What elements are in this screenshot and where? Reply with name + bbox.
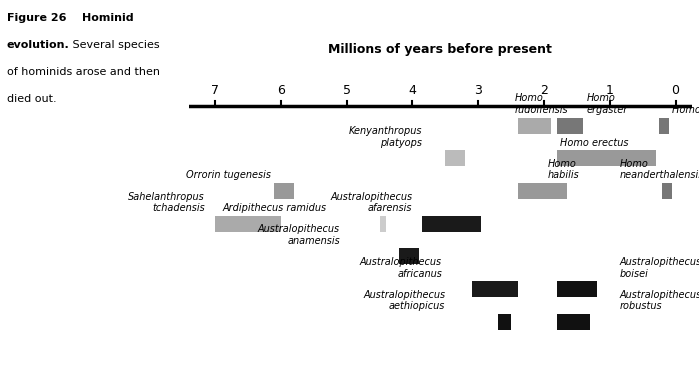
Text: 7: 7	[211, 84, 219, 97]
Bar	[557, 118, 584, 134]
Bar	[663, 183, 672, 199]
Text: Australopithecus
anamensis: Australopithecus anamensis	[258, 224, 340, 246]
Text: Homo
habilis: Homo habilis	[547, 159, 579, 180]
Text: evolution.: evolution.	[7, 40, 70, 50]
Bar	[399, 248, 419, 265]
Bar	[518, 183, 567, 199]
Bar	[557, 314, 590, 330]
Bar	[422, 216, 482, 232]
Text: 3: 3	[474, 84, 482, 97]
Bar	[557, 281, 597, 297]
Text: 2: 2	[540, 84, 548, 97]
Bar	[215, 216, 281, 232]
Text: 5: 5	[343, 84, 351, 97]
Bar	[498, 314, 511, 330]
Text: Australopithecus
aethiopicus: Australopithecus aethiopicus	[363, 290, 445, 311]
Text: Homo sapiens: Homo sapiens	[672, 105, 699, 115]
Text: Several species: Several species	[69, 40, 159, 50]
Bar	[274, 183, 294, 199]
Text: 0: 0	[672, 84, 679, 97]
Bar	[380, 216, 386, 232]
Text: Australopithecus
africanus: Australopithecus africanus	[360, 257, 442, 278]
Text: Homo
ergaster: Homo ergaster	[586, 93, 628, 115]
Text: Figure 26    Hominid: Figure 26 Hominid	[7, 13, 134, 23]
Text: Australopithecus
robustus: Australopithecus robustus	[619, 290, 699, 311]
Text: Kenyanthropus
platyops: Kenyanthropus platyops	[349, 126, 422, 148]
Text: Orrorin tugenesis: Orrorin tugenesis	[186, 170, 271, 180]
Text: Homo erectus: Homo erectus	[561, 138, 629, 148]
Text: 1: 1	[606, 84, 614, 97]
Bar	[472, 281, 518, 297]
Text: Australopithecus
boisei: Australopithecus boisei	[619, 257, 699, 278]
Text: Homo
neanderthalensis: Homo neanderthalensis	[619, 159, 699, 180]
Text: 6: 6	[277, 84, 284, 97]
Text: Sahelanthropus
tchadensis: Sahelanthropus tchadensis	[129, 192, 206, 213]
Bar	[659, 118, 669, 134]
Bar	[518, 118, 551, 134]
Text: 4: 4	[408, 84, 417, 97]
Text: of hominids arose and then: of hominids arose and then	[7, 67, 160, 77]
Text: Homo
rudolfensis: Homo rudolfensis	[514, 93, 568, 115]
Bar	[557, 150, 656, 166]
Text: Australopithecus
afarensis: Australopithecus afarensis	[331, 192, 412, 213]
Bar	[445, 150, 465, 166]
Text: Millions of years before present: Millions of years before present	[329, 43, 552, 56]
Text: Ardipithecus ramidus: Ardipithecus ramidus	[223, 203, 327, 213]
Text: died out.: died out.	[7, 94, 57, 104]
